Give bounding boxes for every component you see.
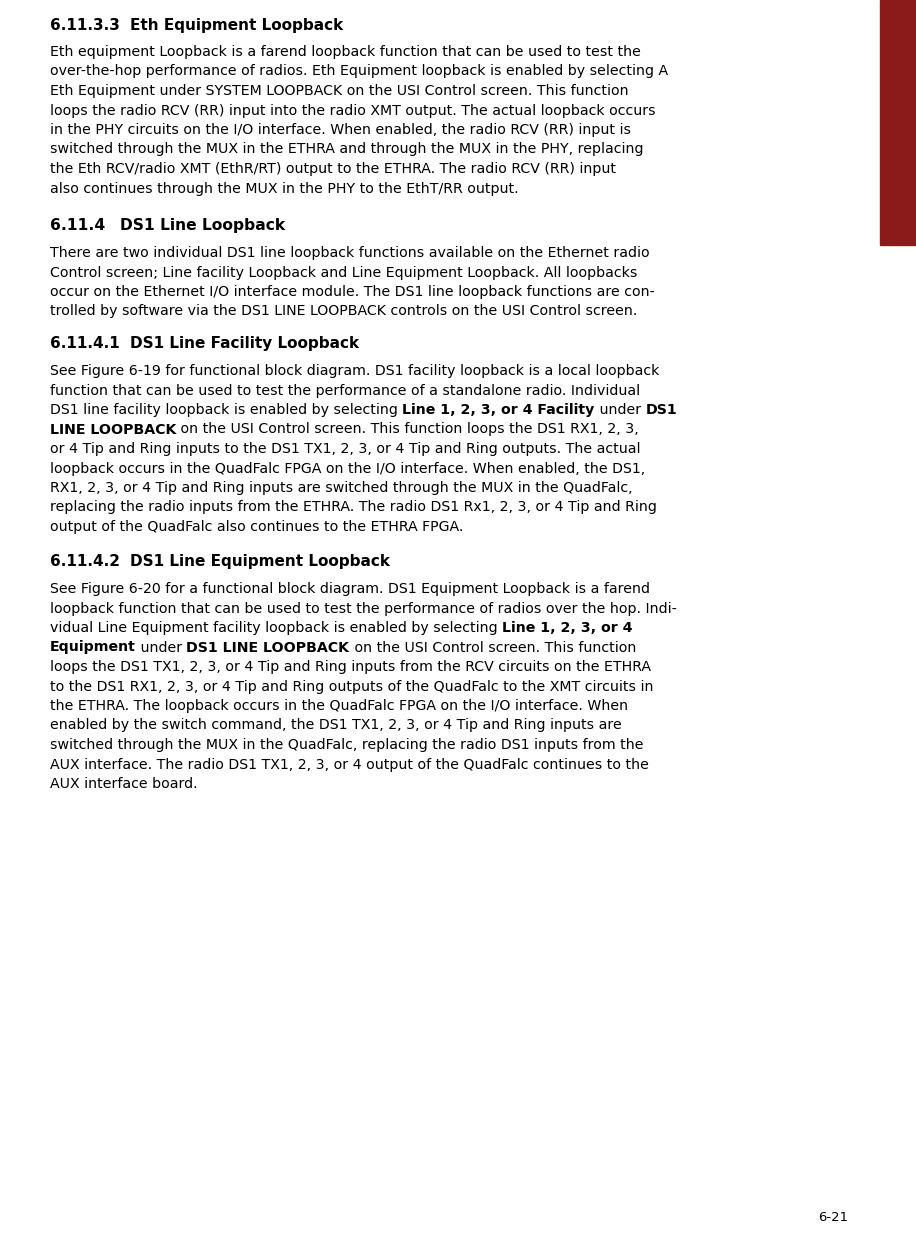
Text: loops the radio RCV (RR) input into the radio XMT output. The actual loopback oc: loops the radio RCV (RR) input into the … — [50, 104, 656, 117]
Text: 6.11.4.2: 6.11.4.2 — [50, 554, 120, 568]
Text: RX1, 2, 3, or 4 Tip and Ring inputs are switched through the MUX in the QuadFalc: RX1, 2, 3, or 4 Tip and Ring inputs are … — [50, 481, 633, 494]
Text: AUX interface board.: AUX interface board. — [50, 777, 198, 792]
Text: DS1: DS1 — [646, 403, 677, 417]
Text: vidual Line Equipment facility loopback is enabled by selecting: vidual Line Equipment facility loopback … — [50, 621, 502, 635]
Text: on the USI Control screen. This function loops the DS1 RX1, 2, 3,: on the USI Control screen. This function… — [177, 423, 639, 436]
Text: Line 1, 2, 3, or 4: Line 1, 2, 3, or 4 — [502, 621, 633, 635]
Text: the ETHRA. The loopback occurs in the QuadFalc FPGA on the I/O interface. When: the ETHRA. The loopback occurs in the Qu… — [50, 699, 628, 713]
Text: Eth Equipment under SYSTEM LOOPBACK on the USI Control screen. This function: Eth Equipment under SYSTEM LOOPBACK on t… — [50, 84, 628, 97]
Text: Eth equipment Loopback is a farend loopback function that can be used to test th: Eth equipment Loopback is a farend loopb… — [50, 44, 641, 59]
Text: or 4 Tip and Ring inputs to the DS1 TX1, 2, 3, or 4 Tip and Ring outputs. The ac: or 4 Tip and Ring inputs to the DS1 TX1,… — [50, 441, 640, 456]
Text: Line 1, 2, 3, or 4 Facility: Line 1, 2, 3, or 4 Facility — [402, 403, 594, 417]
Text: loopback occurs in the QuadFalc FPGA on the I/O interface. When enabled, the DS1: loopback occurs in the QuadFalc FPGA on … — [50, 461, 645, 476]
Text: loopback function that can be used to test the performance of radios over the ho: loopback function that can be used to te… — [50, 602, 677, 615]
Text: 6.11.4.1: 6.11.4.1 — [50, 337, 120, 351]
Text: DS1 Line Loopback: DS1 Line Loopback — [120, 218, 285, 233]
Text: switched through the MUX in the ETHRA and through the MUX in the PHY, replacing: switched through the MUX in the ETHRA an… — [50, 143, 644, 157]
Text: See Figure 6-19 for functional block diagram. DS1 facility loopback is a local l: See Figure 6-19 for functional block dia… — [50, 364, 660, 379]
Text: Eth Equipment Loopback: Eth Equipment Loopback — [130, 18, 344, 33]
Text: DS1 LINE LOOPBACK: DS1 LINE LOOPBACK — [187, 640, 350, 655]
Text: See Figure 6-20 for a functional block diagram. DS1 Equipment Loopback is a fare: See Figure 6-20 for a functional block d… — [50, 582, 650, 596]
Text: 6.11.3.3: 6.11.3.3 — [50, 18, 120, 33]
Text: switched through the MUX in the QuadFalc, replacing the radio DS1 inputs from th: switched through the MUX in the QuadFalc… — [50, 739, 644, 752]
Text: output of the QuadFalc also continues to the ETHRA FPGA.: output of the QuadFalc also continues to… — [50, 520, 463, 534]
Text: also continues through the MUX in the PHY to the EthT/RR output.: also continues through the MUX in the PH… — [50, 181, 518, 196]
Text: DS1 Line Facility Loopback: DS1 Line Facility Loopback — [130, 337, 359, 351]
Text: LINE LOOPBACK: LINE LOOPBACK — [50, 423, 177, 436]
Text: trolled by software via the DS1 LINE LOOPBACK controls on the USI Control screen: trolled by software via the DS1 LINE LOO… — [50, 305, 638, 318]
Text: AUX interface. The radio DS1 TX1, 2, 3, or 4 output of the QuadFalc continues to: AUX interface. The radio DS1 TX1, 2, 3, … — [50, 757, 649, 772]
Bar — [880, 0, 916, 245]
Text: over-the-hop performance of radios. Eth Equipment loopback is enabled by selecti: over-the-hop performance of radios. Eth … — [50, 64, 668, 79]
Text: 6-21: 6-21 — [818, 1211, 848, 1224]
Text: enabled by the switch command, the DS1 TX1, 2, 3, or 4 Tip and Ring inputs are: enabled by the switch command, the DS1 T… — [50, 719, 622, 732]
Text: on the USI Control screen. This function: on the USI Control screen. This function — [350, 640, 636, 655]
Text: occur on the Ethernet I/O interface module. The DS1 line loopback functions are : occur on the Ethernet I/O interface modu… — [50, 285, 655, 298]
Text: under: under — [594, 403, 646, 417]
Text: loops the DS1 TX1, 2, 3, or 4 Tip and Ring inputs from the RCV circuits on the E: loops the DS1 TX1, 2, 3, or 4 Tip and Ri… — [50, 660, 651, 674]
Text: DS1 Line Equipment Loopback: DS1 Line Equipment Loopback — [130, 554, 390, 568]
Text: the Eth RCV/radio XMT (EthR/RT) output to the ETHRA. The radio RCV (RR) input: the Eth RCV/radio XMT (EthR/RT) output t… — [50, 162, 616, 176]
Text: Equipment: Equipment — [50, 640, 136, 655]
Text: 6.11.4: 6.11.4 — [50, 218, 105, 233]
Text: replacing the radio inputs from the ETHRA. The radio DS1 Rx1, 2, 3, or 4 Tip and: replacing the radio inputs from the ETHR… — [50, 501, 657, 514]
Text: Control screen; Line facility Loopback and Line Equipment Loopback. All loopback: Control screen; Line facility Loopback a… — [50, 265, 638, 280]
Text: There are two individual DS1 line loopback functions available on the Ethernet r: There are two individual DS1 line loopba… — [50, 247, 649, 260]
Text: DS1 line facility loopback is enabled by selecting: DS1 line facility loopback is enabled by… — [50, 403, 402, 417]
Text: in the PHY circuits on the I/O interface. When enabled, the radio RCV (RR) input: in the PHY circuits on the I/O interface… — [50, 123, 631, 137]
Text: to the DS1 RX1, 2, 3, or 4 Tip and Ring outputs of the QuadFalc to the XMT circu: to the DS1 RX1, 2, 3, or 4 Tip and Ring … — [50, 679, 653, 693]
Text: function that can be used to test the performance of a standalone radio. Individ: function that can be used to test the pe… — [50, 383, 640, 397]
Text: under: under — [136, 640, 187, 655]
